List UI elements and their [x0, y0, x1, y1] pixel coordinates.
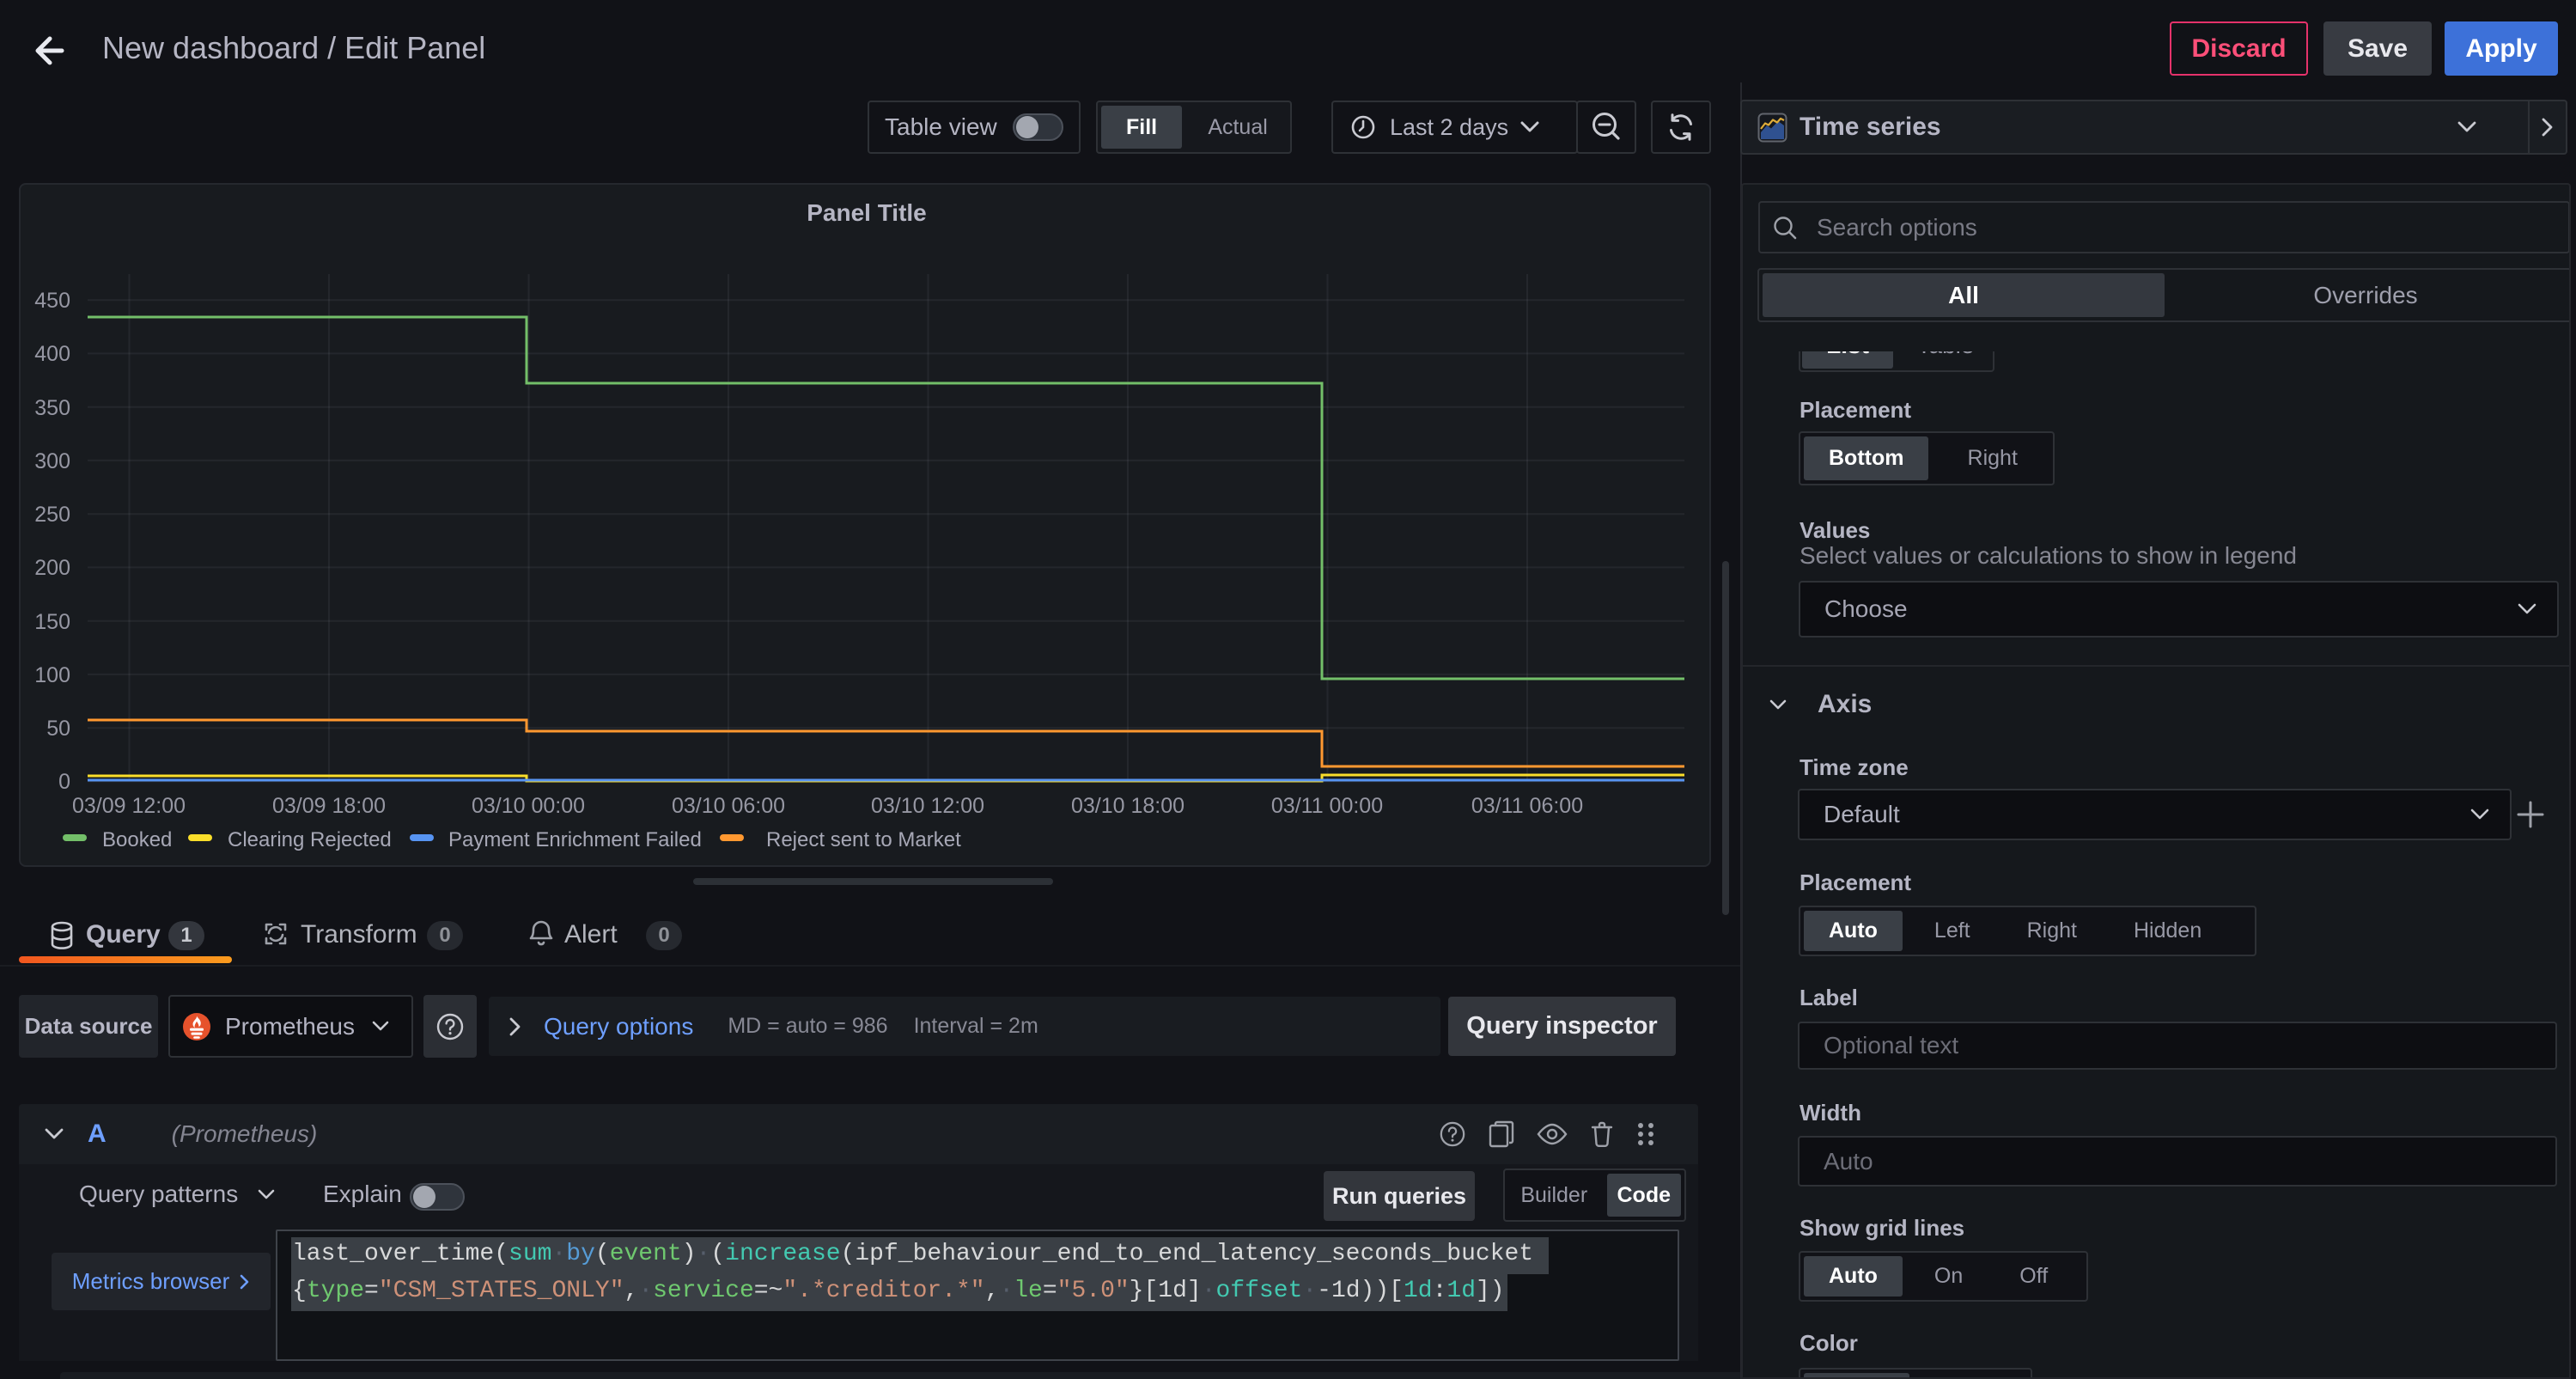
svg-text:100: 100: [34, 663, 70, 687]
svg-text:50: 50: [46, 717, 70, 741]
svg-text:03/10 12:00: 03/10 12:00: [871, 794, 984, 818]
svg-text:03/11 00:00: 03/11 00:00: [1271, 794, 1383, 818]
svg-text:03/11 06:00: 03/11 06:00: [1471, 794, 1583, 818]
svg-text:200: 200: [34, 556, 70, 580]
svg-text:03/10 00:00: 03/10 00:00: [472, 794, 585, 818]
svg-text:400: 400: [34, 342, 70, 366]
svg-text:Reject sent to Market: Reject sent to Market: [766, 828, 961, 851]
svg-text:300: 300: [34, 449, 70, 473]
svg-text:03/09 12:00: 03/09 12:00: [72, 794, 186, 818]
svg-text:0: 0: [58, 770, 70, 794]
svg-text:03/10 06:00: 03/10 06:00: [672, 794, 785, 818]
svg-text:Payment Enrichment Failed: Payment Enrichment Failed: [448, 828, 702, 851]
svg-text:350: 350: [34, 396, 70, 420]
svg-text:150: 150: [34, 610, 70, 634]
svg-text:450: 450: [34, 289, 70, 313]
svg-text:250: 250: [34, 503, 70, 527]
svg-text:03/10 18:00: 03/10 18:00: [1071, 794, 1184, 818]
svg-text:03/09 18:00: 03/09 18:00: [272, 794, 386, 818]
svg-text:Booked: Booked: [102, 828, 172, 851]
svg-text:Clearing Rejected: Clearing Rejected: [228, 828, 392, 851]
